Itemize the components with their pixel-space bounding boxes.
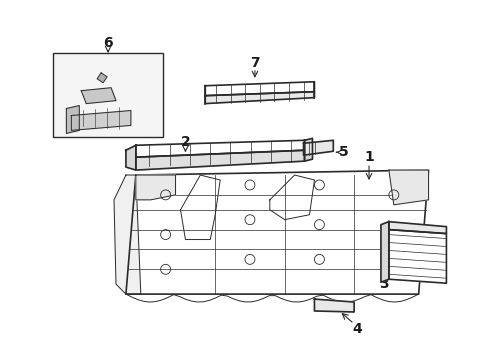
Polygon shape bbox=[71, 111, 131, 130]
Polygon shape bbox=[126, 170, 427, 294]
Text: 4: 4 bbox=[351, 322, 361, 336]
Polygon shape bbox=[66, 105, 79, 133]
Polygon shape bbox=[380, 222, 388, 282]
Polygon shape bbox=[303, 140, 333, 155]
Polygon shape bbox=[126, 145, 136, 170]
Polygon shape bbox=[136, 140, 304, 157]
Text: 6: 6 bbox=[103, 36, 113, 50]
Text: 1: 1 bbox=[364, 150, 373, 164]
Text: 3: 3 bbox=[378, 277, 388, 291]
Polygon shape bbox=[304, 138, 312, 161]
Polygon shape bbox=[314, 299, 353, 312]
Bar bbox=[53, 53, 163, 137]
Polygon shape bbox=[81, 88, 116, 104]
Polygon shape bbox=[114, 175, 141, 294]
Text: 5: 5 bbox=[339, 145, 348, 159]
Polygon shape bbox=[97, 73, 107, 83]
Polygon shape bbox=[388, 222, 446, 234]
Polygon shape bbox=[388, 170, 427, 205]
Polygon shape bbox=[136, 175, 175, 200]
Polygon shape bbox=[136, 150, 304, 170]
Text: 2: 2 bbox=[180, 135, 190, 149]
Polygon shape bbox=[205, 92, 314, 104]
Polygon shape bbox=[388, 230, 446, 283]
Text: 7: 7 bbox=[249, 56, 259, 70]
Polygon shape bbox=[205, 82, 314, 96]
